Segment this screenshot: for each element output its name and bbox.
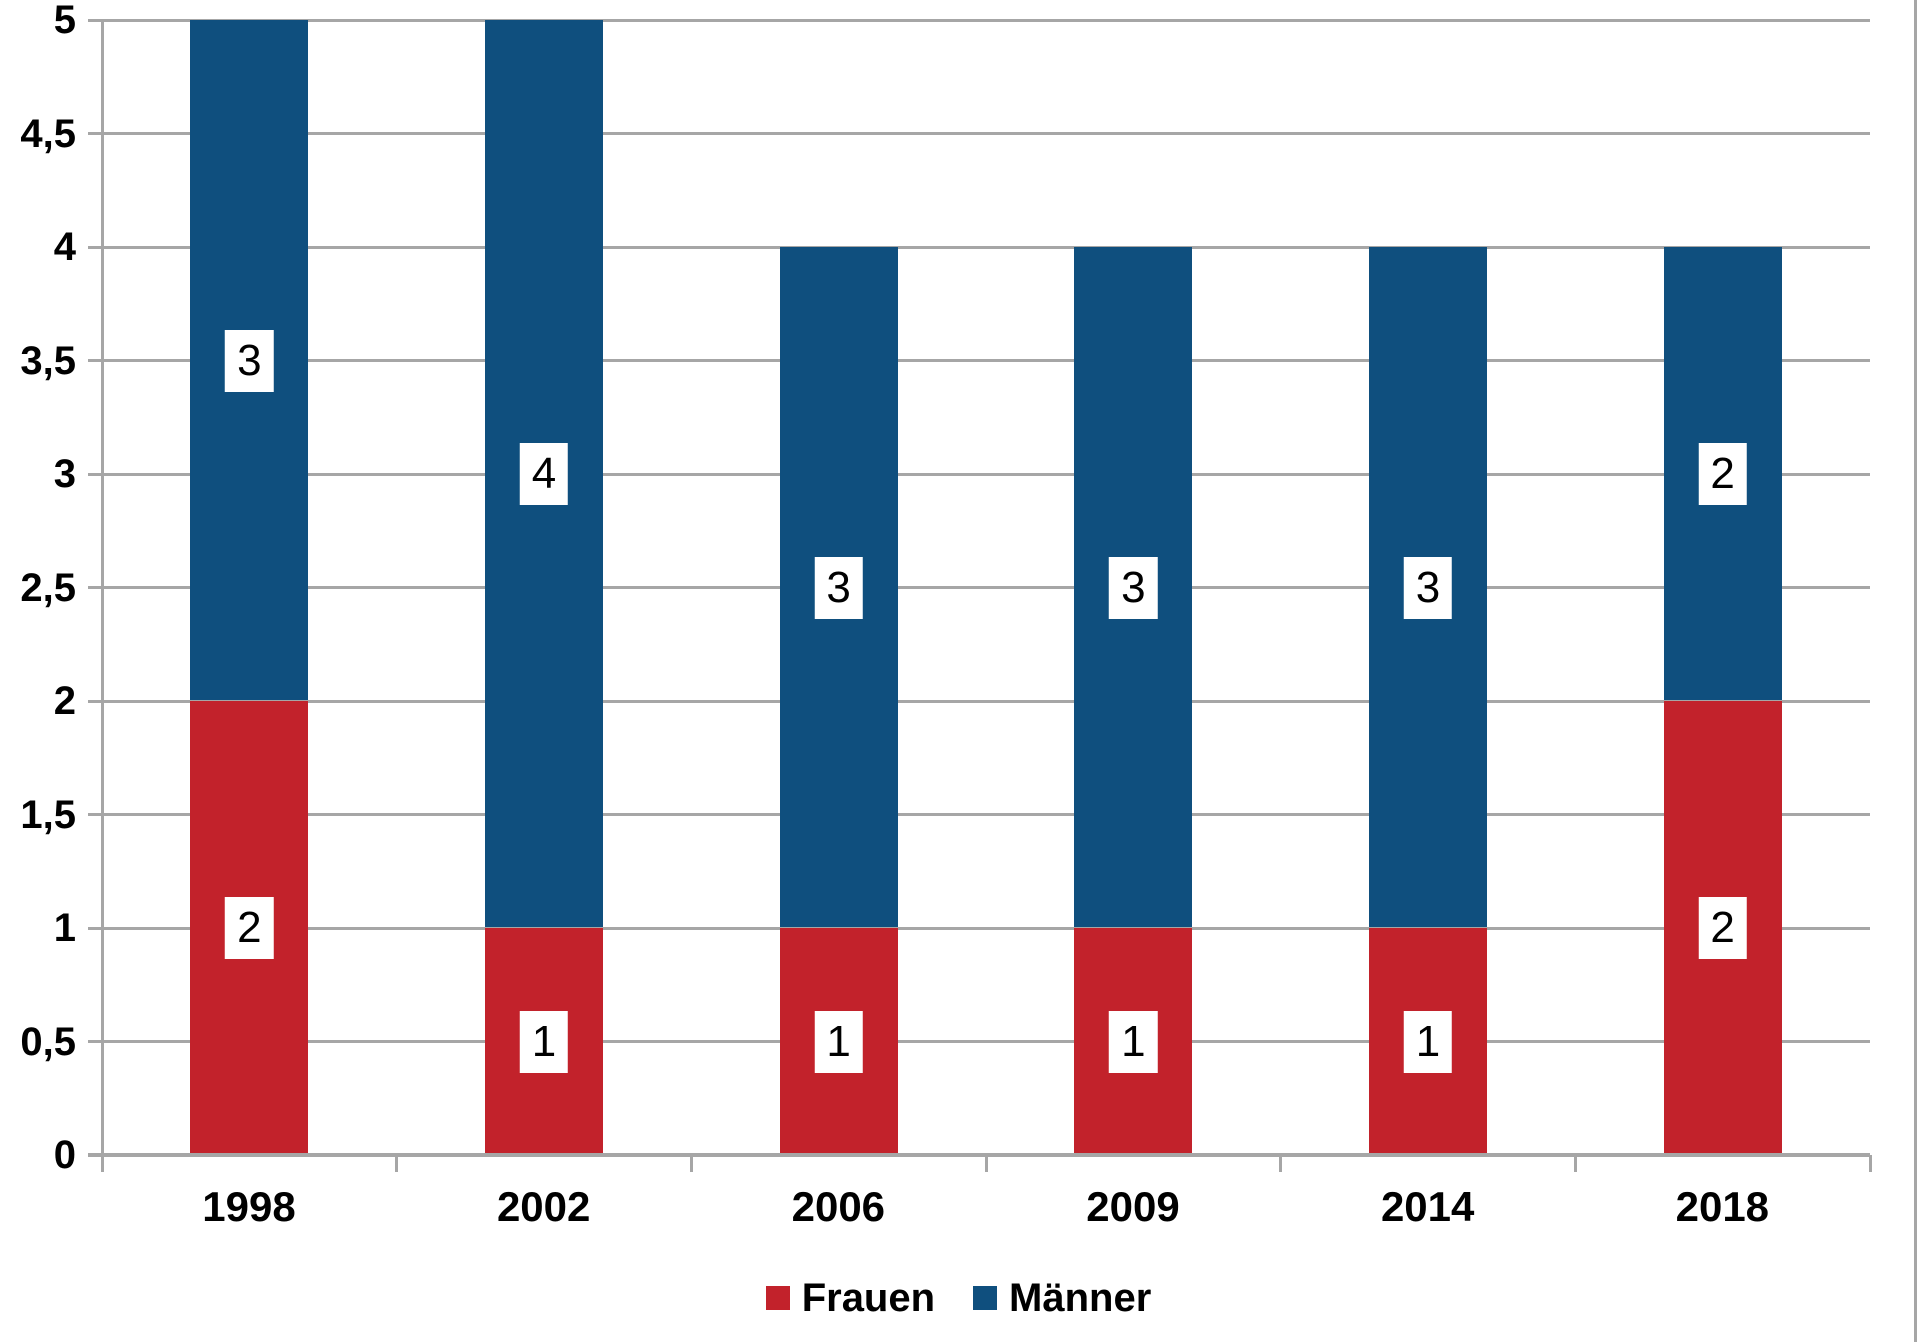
gridline: [88, 813, 1870, 816]
bar-data-label: 3: [1403, 556, 1453, 619]
y-axis-tick-label: 0: [53, 1133, 76, 1177]
x-axis-line: [88, 1153, 1870, 1157]
bar-data-label: 4: [519, 443, 569, 505]
y-axis-tick-label: 1: [53, 906, 76, 950]
legend-swatch-icon: [765, 1286, 790, 1310]
bar-data-label: 3: [814, 556, 863, 619]
gridline: [88, 18, 1870, 22]
gridline: [88, 926, 1870, 930]
legend-label: Frauen: [801, 1276, 936, 1320]
x-axis-tick-label: 2002: [496, 1183, 591, 1230]
y-axis-tick-label: 3,5: [20, 338, 76, 383]
y-axis-tick-label: 1,5: [20, 792, 76, 837]
bar-data-label: 2: [1698, 443, 1747, 505]
legend-item-frauen: Frauen: [765, 1276, 936, 1320]
y-axis-tick-label: 2: [53, 679, 76, 723]
bar-data-label: 1: [814, 1010, 863, 1073]
bar-data-label: 1: [519, 1010, 569, 1073]
y-axis-tick-label: 2,5: [20, 565, 76, 610]
y-axis-line: [100, 20, 104, 1170]
x-axis-tick: [1573, 1155, 1577, 1172]
x-axis-tick: [100, 1155, 104, 1172]
gridline: [88, 359, 1870, 362]
gridline: [88, 586, 1870, 589]
y-axis-tick-label: 3: [53, 452, 76, 496]
gridline: [88, 699, 1870, 703]
bar-data-label: 3: [225, 329, 274, 392]
x-axis-tick: [395, 1155, 399, 1172]
x-axis-tick-label: 1998: [202, 1183, 296, 1230]
x-axis-tick: [689, 1155, 693, 1172]
legend-swatch-icon: [973, 1286, 998, 1310]
x-axis-tick-label: 2009: [1086, 1183, 1180, 1230]
chart-right-border: [1914, 0, 1917, 1342]
legend-item-männer: Männer: [973, 1276, 1151, 1320]
gridline: [88, 472, 1870, 476]
x-axis-tick: [1279, 1155, 1283, 1172]
gridline: [88, 1040, 1870, 1043]
bar-data-label: 2: [225, 897, 274, 959]
y-axis-tick-label: 4: [53, 225, 76, 269]
gridline: [88, 245, 1870, 249]
x-axis-tick: [984, 1155, 988, 1172]
bar-data-label: 1: [1109, 1010, 1158, 1073]
y-axis-tick-label: 5: [53, 0, 76, 42]
gridline: [88, 132, 1870, 135]
x-axis-tick-label: 2014: [1380, 1183, 1475, 1230]
bar-data-label: 3: [1109, 556, 1158, 619]
x-axis-tick: [1868, 1155, 1872, 1172]
x-axis-tick-label: 2006: [791, 1183, 886, 1230]
x-axis-tick-label: 2018: [1675, 1183, 1770, 1230]
legend: Frauen Männer: [0, 1276, 1917, 1320]
legend-label: Männer: [1009, 1276, 1152, 1320]
bar-data-label: 2: [1698, 897, 1747, 959]
bar-data-label: 1: [1403, 1010, 1453, 1073]
y-axis-tick-label: 0,5: [20, 1019, 76, 1064]
y-axis-tick-label: 4,5: [20, 111, 76, 156]
